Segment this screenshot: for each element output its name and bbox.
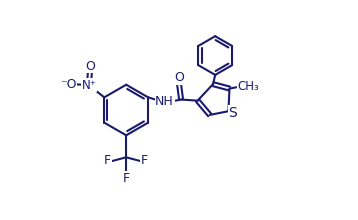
Text: CH₃: CH₃ <box>237 80 259 93</box>
Text: F: F <box>123 172 130 185</box>
Text: NH: NH <box>155 95 174 108</box>
Text: N⁺: N⁺ <box>82 79 96 92</box>
Text: ⁻O: ⁻O <box>60 78 77 91</box>
Text: F: F <box>104 154 111 167</box>
Text: O: O <box>85 60 95 73</box>
Text: S: S <box>228 106 237 120</box>
Text: O: O <box>174 71 184 84</box>
Text: F: F <box>141 154 148 167</box>
